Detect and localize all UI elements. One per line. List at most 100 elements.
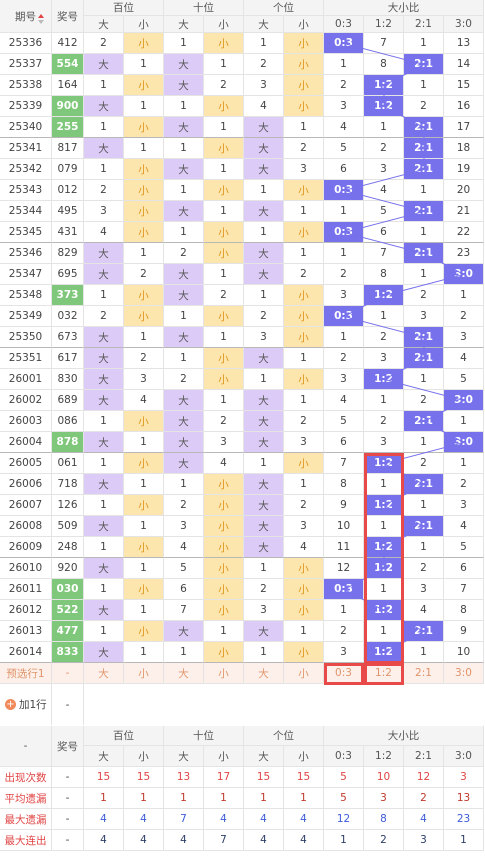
miss-count: 1 [364, 579, 404, 600]
sub-header: 大 [164, 746, 204, 767]
issue: 26008 [0, 516, 52, 537]
hit-cell: 1:2 [364, 600, 404, 621]
miss-count: 5 [444, 369, 484, 390]
sort-icon[interactable] [38, 10, 44, 24]
sub-header: 大 [244, 16, 284, 33]
issue: 25340 [0, 117, 52, 138]
miss-count: 2 [164, 243, 204, 264]
miss-count: 3 [324, 285, 364, 306]
hit-cell: 2:1 [404, 621, 444, 642]
hit-cell: 小 [204, 348, 244, 369]
issue: 26002 [0, 390, 52, 411]
add-row-button[interactable]: + 加1行 [0, 684, 52, 725]
number: 126 [52, 495, 84, 516]
issue: 25349 [0, 306, 52, 327]
hit-cell: 大 [84, 432, 124, 453]
miss-count: 1 [284, 390, 324, 411]
miss-count: 1 [284, 243, 324, 264]
miss-count: 1 [124, 138, 164, 159]
issue: 25348 [0, 285, 52, 306]
header-cell: 期号 [0, 0, 52, 33]
miss-count: 1 [124, 96, 164, 117]
number: 477 [52, 621, 84, 642]
miss-count: 2 [84, 33, 124, 54]
miss-count: 1 [364, 306, 404, 327]
stat-value: 1 [164, 788, 204, 809]
hit-cell: 大 [244, 474, 284, 495]
number: 079 [52, 159, 84, 180]
stat-value: 3 [444, 767, 484, 788]
hit-cell: 3:0 [444, 264, 484, 285]
miss-count: 16 [444, 96, 484, 117]
hit-cell: 大 [244, 348, 284, 369]
hit-cell: 1:2 [364, 96, 404, 117]
miss-count: 4 [444, 348, 484, 369]
miss-count: 2 [444, 474, 484, 495]
preselect-cell: 小 [284, 663, 324, 684]
group-header: 个位 [244, 726, 324, 746]
hit-cell: 2:1 [404, 243, 444, 264]
stat-value: 7 [204, 830, 244, 851]
hit-cell: 2:1 [404, 516, 444, 537]
preselect-cell: 大 [84, 663, 124, 684]
miss-count: 3 [324, 96, 364, 117]
hit-cell: 小 [204, 558, 244, 579]
miss-count: 1 [164, 306, 204, 327]
hit-cell: 大 [164, 159, 204, 180]
miss-count: 2 [324, 621, 364, 642]
stat-value: 1 [284, 788, 324, 809]
miss-count: 10 [324, 516, 364, 537]
number: 829 [52, 243, 84, 264]
group-header: 大小比 [324, 0, 484, 16]
miss-count: 3 [364, 159, 404, 180]
hit-cell: 大 [84, 348, 124, 369]
hit-cell: 小 [124, 117, 164, 138]
miss-count: 1 [284, 117, 324, 138]
miss-count: 1 [164, 33, 204, 54]
miss-count: 1 [444, 453, 484, 474]
miss-count: 22 [444, 222, 484, 243]
miss-count: 1 [244, 558, 284, 579]
miss-count: 3 [404, 579, 444, 600]
miss-count: 5 [364, 201, 404, 222]
hit-cell: 大 [84, 390, 124, 411]
miss-count: 2 [244, 306, 284, 327]
miss-count: 3 [244, 327, 284, 348]
issue: 25342 [0, 159, 52, 180]
sub-header: 3:0 [444, 746, 484, 767]
issue: 25351 [0, 348, 52, 369]
miss-count: 8 [444, 600, 484, 621]
sub-header: 0:3 [324, 746, 364, 767]
preselect-number: - [52, 663, 84, 684]
miss-count: 3 [244, 75, 284, 96]
hit-cell: 小 [284, 558, 324, 579]
miss-count: 14 [444, 54, 484, 75]
miss-count: 1 [244, 285, 284, 306]
issue: 25350 [0, 327, 52, 348]
hit-cell: 2:1 [404, 348, 444, 369]
hit-cell: 大 [164, 453, 204, 474]
miss-count: 2 [324, 348, 364, 369]
miss-count: 6 [364, 222, 404, 243]
number: 248 [52, 537, 84, 558]
hit-cell: 大 [84, 54, 124, 75]
hit-cell: 大 [84, 642, 124, 663]
miss-count: 2 [164, 369, 204, 390]
miss-count: 9 [324, 495, 364, 516]
hit-cell: 小 [204, 516, 244, 537]
hit-cell: 小 [284, 222, 324, 243]
hit-cell: 小 [284, 33, 324, 54]
number: 431 [52, 222, 84, 243]
miss-count: 1 [364, 117, 404, 138]
stat-label: 出现次数 [0, 767, 52, 788]
hit-cell: 小 [204, 579, 244, 600]
miss-count: 1 [204, 327, 244, 348]
group-header: 个位 [244, 0, 324, 16]
hit-cell: 大 [84, 327, 124, 348]
miss-count: 1 [164, 138, 204, 159]
miss-count: 1 [124, 327, 164, 348]
miss-count: 1 [204, 264, 244, 285]
miss-count: 3 [204, 432, 244, 453]
miss-count: 21 [444, 201, 484, 222]
issue: 25345 [0, 222, 52, 243]
